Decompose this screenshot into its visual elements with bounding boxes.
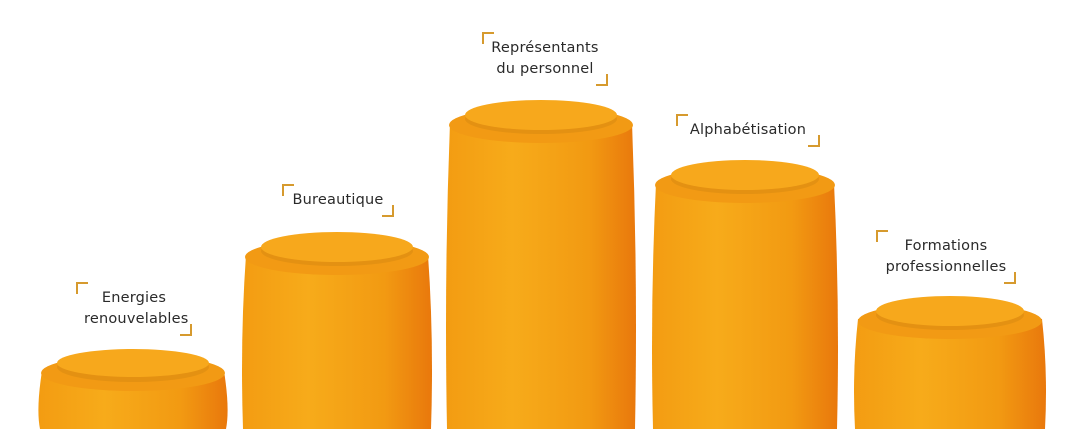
caption-line: Alphabétisation: [689, 122, 807, 138]
pillar-formations-professionnelles: [852, 293, 1048, 429]
caption-bureautique: Bureautique: [282, 184, 394, 217]
caption-line: renouvelables: [84, 311, 189, 327]
caption-formations-professionnelles: Formations professionnelles: [876, 230, 1016, 284]
caption-line: Bureautique: [292, 192, 384, 208]
bracket-top-left: [76, 282, 88, 294]
bracket-bottom-right: [382, 205, 394, 217]
bracket-bottom-right: [1004, 272, 1016, 284]
bracket-top-left: [676, 114, 688, 126]
bracket-top-left: [482, 32, 494, 44]
bracket-top-left: [282, 184, 294, 196]
bracket-bottom-right: [596, 74, 608, 86]
caption-alphabetisation: Alphabétisation: [676, 114, 820, 147]
bracket-top-left: [876, 230, 888, 242]
bracket-bottom-right: [180, 324, 192, 336]
caption-line: Formations: [904, 238, 988, 254]
pillar-representants-du-personnel: [444, 97, 638, 429]
pillar-energies-renouvelables: [36, 349, 230, 429]
caption-energies-renouvelables: Energies renouvelables: [76, 282, 192, 336]
caption-line: Représentants: [491, 40, 599, 56]
bracket-bottom-right: [808, 135, 820, 147]
pillar-bureautique: [240, 229, 434, 429]
pillar-alphabetisation: [650, 157, 840, 429]
caption-representants-du-personnel: Représentants du personnel: [482, 32, 608, 86]
caption-line: Energies: [101, 290, 167, 306]
caption-line: du personnel: [496, 61, 594, 77]
caption-line: professionnelles: [885, 259, 1007, 275]
